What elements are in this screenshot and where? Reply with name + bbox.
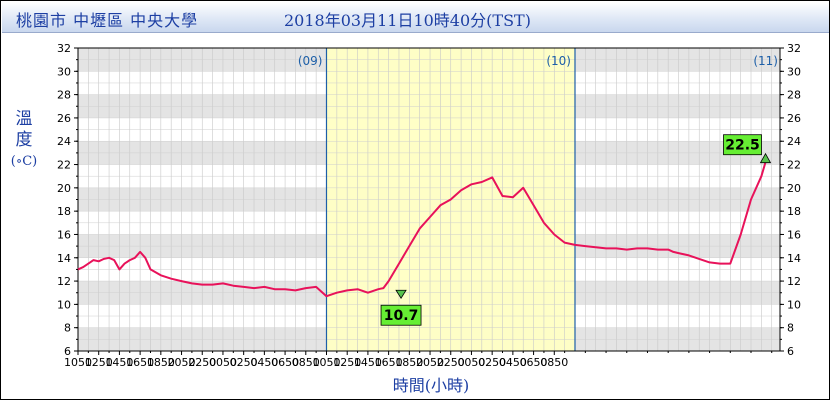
min-label: 10.7 — [384, 308, 419, 324]
y-axis-label-line-2: 度 — [15, 130, 33, 150]
y-tick-label-right: 6 — [787, 345, 794, 358]
x-axis-label: 時間(小時) — [392, 376, 470, 395]
y-tick-label-right: 32 — [787, 42, 801, 55]
y-tick-label-right: 16 — [787, 228, 801, 241]
y-tick-label-left: 10 — [57, 298, 71, 311]
title-bar: 桃園市 中壢區 中央大學 2018年03月11日10時40分(TST) — [2, 2, 829, 33]
x-tick-label: 2250 — [437, 356, 465, 369]
y-tick-label-right: 10 — [787, 298, 801, 311]
y-tick-label-left: 6 — [64, 345, 71, 358]
x-tick-label: 2050 — [168, 356, 196, 369]
y-tick-label-left: 12 — [57, 275, 71, 288]
y-tick-label-left: 20 — [57, 182, 71, 195]
y-tick-label-right: 28 — [787, 89, 801, 102]
y-tick-label-left: 8 — [64, 322, 71, 335]
station-location: 桃園市 中壢區 中央大學 — [16, 11, 199, 30]
x-tick-label: 1650 — [126, 356, 154, 369]
max-marker — [759, 152, 772, 164]
y-tick-label-right: 20 — [787, 182, 801, 195]
x-tick-label: 1250 — [333, 356, 361, 369]
y-tick-label-right: 12 — [787, 275, 801, 288]
y-tick-label-right: 22 — [787, 159, 801, 172]
y-axis-label: 溫 度 (∘C) — [7, 109, 41, 172]
y-axis-unit: (∘C) — [10, 154, 38, 169]
x-tick-label: 1250 — [85, 356, 113, 369]
y-tick-label-right: 8 — [787, 322, 794, 335]
x-tick-label: 2050 — [416, 356, 444, 369]
y-tick-label-left: 32 — [57, 42, 71, 55]
y-tick-label-right: 26 — [787, 112, 801, 125]
day-marker-label: (10) — [546, 54, 571, 68]
x-tick-label: 0250 — [230, 356, 258, 369]
y-tick-label-right: 18 — [787, 205, 801, 218]
observation-timestamp: 2018年03月11日10時40分(TST) — [284, 11, 531, 30]
x-tick-label: 0450 — [499, 356, 527, 369]
x-tick-label: 1650 — [375, 356, 403, 369]
x-tick-label: 2250 — [188, 356, 216, 369]
x-tick-label: 0050 — [457, 356, 485, 369]
temperature-series-line — [77, 158, 768, 298]
min-label-box — [380, 304, 422, 326]
y-tick-label-left: 26 — [57, 112, 71, 125]
x-tick-label: 1050 — [64, 356, 92, 369]
x-tick-label: 1850 — [147, 356, 175, 369]
x-tick-label: 1450 — [354, 356, 382, 369]
x-tick-label: 1450 — [105, 356, 133, 369]
x-tick-label: 0650 — [520, 356, 548, 369]
min-marker — [395, 289, 407, 299]
x-tick-label: 0050 — [209, 356, 237, 369]
y-tick-label-left: 22 — [57, 159, 71, 172]
x-tick-label: 0650 — [271, 356, 299, 369]
x-tick-label: 0250 — [478, 356, 506, 369]
y-tick-label-right: 30 — [787, 65, 801, 78]
y-tick-label-right: 24 — [787, 135, 801, 148]
x-tick-label: 0450 — [250, 356, 278, 369]
max-label: 22.5 — [725, 138, 760, 154]
day-marker-label: (09) — [298, 54, 323, 68]
max-label-box — [723, 134, 762, 156]
x-tick-label: 0850 — [292, 356, 320, 369]
day-marker-label-right: (11) — [753, 54, 778, 68]
y-tick-label-left: 16 — [57, 228, 71, 241]
y-tick-label-left: 14 — [57, 252, 71, 265]
x-tick-label: 1850 — [395, 356, 423, 369]
x-tick-label: 0850 — [540, 356, 568, 369]
y-tick-label-left: 30 — [57, 65, 71, 78]
y-tick-label-left: 28 — [57, 89, 71, 102]
y-axis-label-line-1: 溫 — [15, 109, 33, 129]
y-tick-label-left: 24 — [57, 135, 71, 148]
y-tick-label-right: 14 — [787, 252, 801, 265]
x-tick-label: 1050 — [312, 356, 340, 369]
y-tick-label-left: 18 — [57, 205, 71, 218]
